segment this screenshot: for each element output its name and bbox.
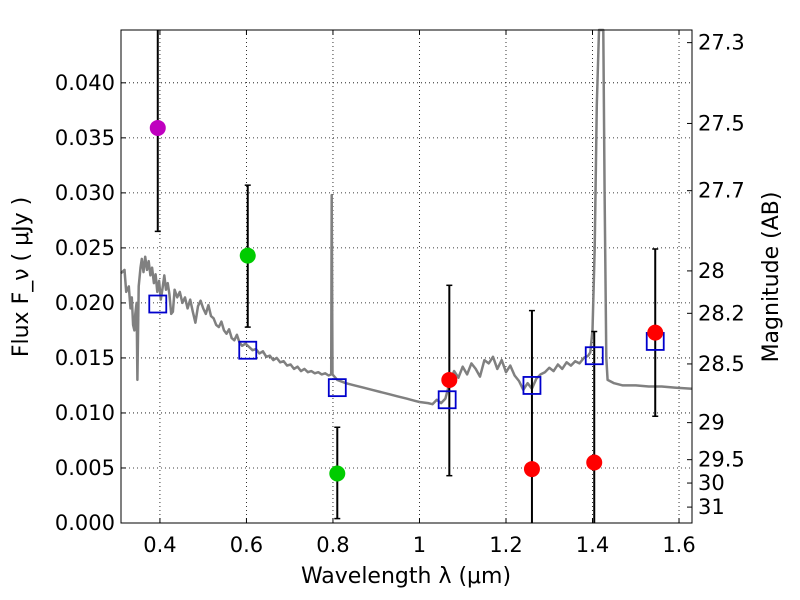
model-band-fluxes <box>148 294 665 410</box>
y-tick-label: 0.000 <box>55 511 115 535</box>
observed-fluxes <box>149 119 664 482</box>
observed-point <box>586 454 603 471</box>
y-tick-label: 0.030 <box>55 181 115 205</box>
y-tick-label: 0.025 <box>55 236 115 260</box>
right-tick-label: 27.7 <box>698 179 745 203</box>
right-tick-label: 28 <box>698 259 725 283</box>
x-tick-label: 1.4 <box>576 533 609 557</box>
y-tick-label: 0.040 <box>55 71 115 95</box>
x-axis-title: Wavelength λ (μm) <box>301 564 511 589</box>
model-band-marker <box>522 376 542 395</box>
model-band-marker <box>584 346 604 366</box>
x-tick-label: 1.2 <box>489 533 522 557</box>
y-tick-label: 0.005 <box>55 456 115 480</box>
model-spectrum-line <box>120 28 693 406</box>
axis-ticks: 0.4 0.6 0.8 1 1.2 1.4 1.6 0.000 0.005 0.010 0.015 0… <box>55 30 745 557</box>
observed-point <box>647 324 664 341</box>
y-tick-label: 0.015 <box>55 346 115 370</box>
x-tick-label: 0.4 <box>143 533 176 557</box>
observed-point <box>329 465 346 482</box>
y-axis-title: Flux F_ν ( μJy ) <box>9 197 34 357</box>
right-tick-label: 28.2 <box>698 301 745 325</box>
x-tick-label: 0.8 <box>316 533 349 557</box>
y-axis-right-title: Magnitude (AB) <box>759 192 784 363</box>
observed-point <box>239 247 256 264</box>
model-band-marker <box>148 294 168 314</box>
model-band-marker <box>327 378 347 398</box>
plot-frame <box>120 29 693 524</box>
right-tick-label: 28.5 <box>698 352 745 376</box>
right-tick-label: 31 <box>698 495 725 519</box>
x-tick-label: 1 <box>413 533 426 557</box>
right-tick-label: 27.3 <box>698 31 745 55</box>
y-tick-label: 0.020 <box>55 291 115 315</box>
observed-point <box>523 461 540 478</box>
x-tick-label: 0.6 <box>230 533 263 557</box>
right-tick-label: 30 <box>698 471 725 495</box>
model-band-marker <box>437 390 457 410</box>
x-tick-label: 1.6 <box>662 533 695 557</box>
right-tick-label: 29 <box>698 411 725 435</box>
observed-point <box>441 371 458 388</box>
model-band-marker <box>238 340 258 360</box>
y-tick-label: 0.010 <box>55 401 115 425</box>
right-tick-label: 29.5 <box>698 448 745 472</box>
observed-point <box>149 119 166 136</box>
right-tick-label: 27.5 <box>698 111 745 135</box>
y-tick-label: 0.035 <box>55 126 115 150</box>
model-spectrum <box>120 28 693 406</box>
